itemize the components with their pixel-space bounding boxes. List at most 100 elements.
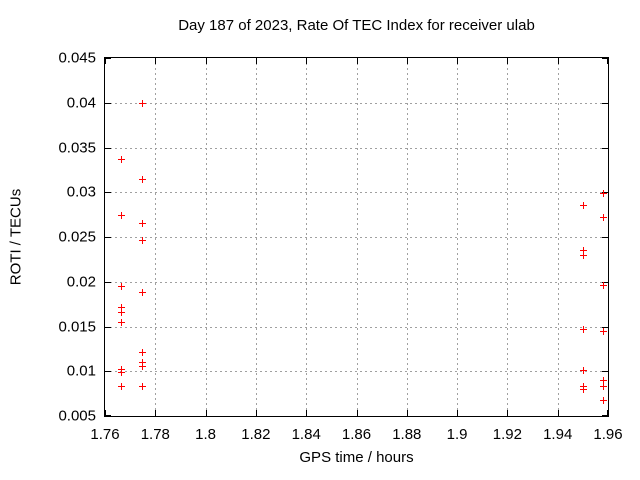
y-tick [602,371,608,373]
x-tick [306,410,308,416]
data-point [117,319,125,327]
x-tick [155,410,157,416]
gridline-y [105,371,608,373]
x-tick [155,58,157,64]
data-point [600,382,608,390]
data-point [139,175,147,183]
x-tick-label: 1.88 [392,426,422,443]
gridline-y [105,147,608,149]
x-tick [406,410,408,416]
data-point [139,359,147,367]
plot-area: Day 187 of 2023, Rate Of TEC Index for r… [58,17,622,466]
x-axis-label: GPS time / hours [299,449,414,466]
gridline-y [105,102,608,104]
x-tick-label: 1.76 [90,426,120,443]
y-tick-label: 0.02 [66,273,96,291]
data-point [117,303,125,311]
x-tick [205,58,207,64]
x-tick [557,410,559,416]
x-tick-label: 1.96 [593,426,623,443]
data-point [139,236,147,244]
data-point [117,156,125,164]
x-tick-label: 1.82 [241,426,271,443]
x-tick [557,58,559,64]
x-tick [356,58,358,64]
x-tick [507,58,509,64]
y-tick-label: 0.04 [66,94,96,112]
y-tick [602,281,608,283]
y-tick [602,192,608,194]
y-tick [602,102,608,104]
chart-title: Day 187 of 2023, Rate Of TEC Index for r… [178,17,535,34]
y-tick-label: 0.015 [58,318,96,335]
y-tick [105,371,111,373]
y-tick [105,102,111,104]
x-tick [457,58,459,64]
data-point [600,190,608,198]
y-tick [105,326,111,328]
x-tick [105,410,106,416]
data-point [117,369,125,377]
data-point [600,282,608,290]
y-tick [105,415,111,416]
x-tick-label: 1.84 [291,426,321,443]
y-tick-label: 0.035 [58,139,96,156]
y-tick [105,147,111,149]
data-point [139,289,147,297]
data-point [579,367,587,375]
data-point [139,349,147,357]
data-point [579,251,587,259]
x-tick [507,410,509,416]
data-point [579,247,587,255]
x-tick [105,58,106,64]
y-tick [602,415,608,416]
x-tick [406,58,408,64]
gridline-y [105,237,608,238]
y-tick-label: 0.025 [58,228,96,246]
x-tick [607,410,608,416]
data-point [139,362,147,370]
x-tick-label: 1.78 [140,426,170,443]
data-point [139,383,147,391]
data-point [139,219,147,227]
data-point [579,382,587,390]
gridline-y [105,326,608,328]
y-tick-label: 0.045 [58,49,96,67]
y-tick [602,147,608,149]
y-tick [602,237,608,238]
x-tick [607,58,608,64]
data-point [579,201,587,209]
y-tick-label: 0.01 [66,362,96,380]
y-tick [105,58,111,59]
x-tick [255,58,257,64]
x-tick-label: 1.92 [492,426,522,443]
data-point [117,309,125,317]
x-tick [356,410,358,416]
y-tick [602,58,608,59]
x-tick [205,410,207,416]
x-tick [255,410,257,416]
y-tick [105,192,111,194]
y-tick [105,237,111,238]
data-point [117,283,125,291]
x-tick-label: 1.9 [446,426,468,443]
data-point [579,326,587,334]
x-tick-label: 1.86 [341,426,372,443]
data-point [139,99,147,107]
x-tick-label: 1.94 [543,426,573,443]
data-point [600,327,608,335]
x-tick [306,58,308,64]
x-tick [457,410,459,416]
data-point [579,386,587,394]
y-tick [105,281,111,283]
data-point [117,365,125,373]
y-tick-label: 0.005 [58,407,96,425]
gridline-y [105,192,608,194]
x-tick-label: 1.8 [195,426,217,443]
data-point [600,377,608,385]
data-point [600,214,608,222]
gridline-y [105,281,608,283]
y-tick-label: 0.03 [66,183,96,201]
data-point [117,383,125,391]
